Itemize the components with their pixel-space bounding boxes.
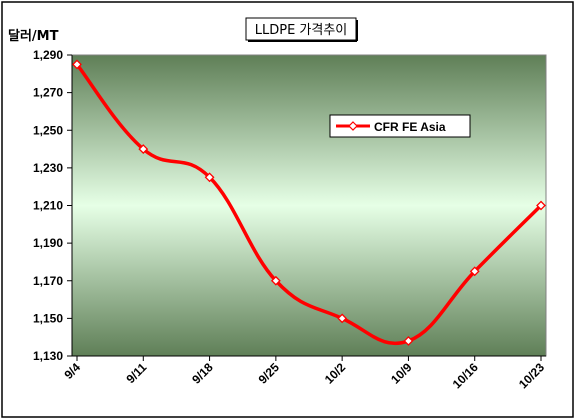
data-point-marker	[204, 172, 215, 183]
y-tick-label: 1,150	[33, 311, 63, 325]
chart-title: LLDPE 가격추이	[255, 23, 348, 38]
plot-area	[71, 54, 547, 357]
y-axis-ticks: 1,130 1,150 1,170 1,190 1,210 1,230 1,250 1,270…	[33, 48, 72, 363]
series-layer	[72, 59, 546, 346]
y-axis-unit-label: 달러/MT	[8, 28, 59, 44]
series-line	[75, 63, 543, 346]
data-point-marker	[403, 336, 414, 346]
legend-marker-swatch	[348, 121, 358, 131]
data-point-marker	[536, 200, 546, 211]
data-point-marker	[469, 266, 480, 277]
legend: CFR FE Asia	[329, 114, 471, 138]
y-tick-label: 1,230	[33, 161, 63, 175]
y-tick-label: 1,290	[33, 48, 63, 62]
y-tick-label: 1,270	[33, 86, 63, 100]
data-point-marker	[72, 59, 82, 70]
y-tick-label: 1,170	[33, 274, 63, 288]
y-tick-label: 1,210	[33, 199, 63, 213]
y-tick-label: 1,130	[33, 349, 63, 363]
y-tick-label: 1,250	[33, 123, 63, 137]
data-point-marker	[270, 275, 281, 286]
y-tick-label: 1,190	[33, 236, 63, 250]
data-point-marker	[337, 313, 348, 324]
title-box: LLDPE 가격추이	[245, 17, 358, 42]
legend-series-name: CFR FE Asia	[374, 120, 446, 134]
legend-frame	[329, 114, 471, 138]
data-point-marker	[138, 144, 149, 154]
